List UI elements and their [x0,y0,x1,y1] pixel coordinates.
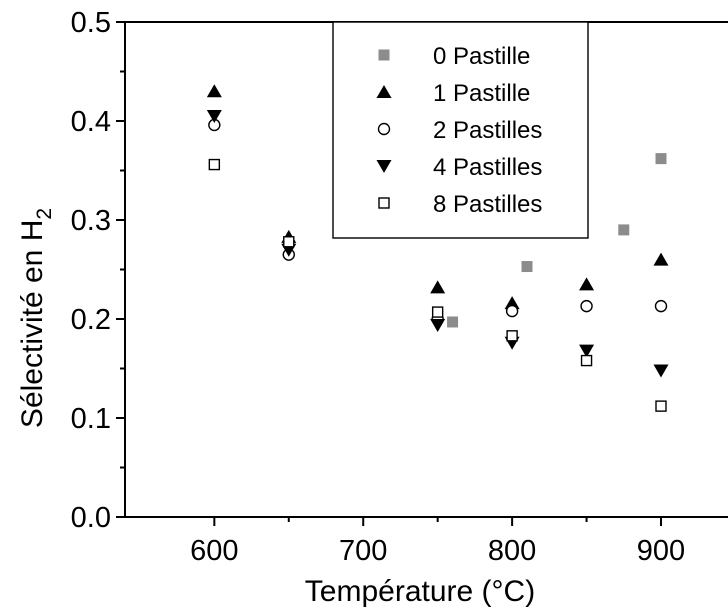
svg-text:Sélectivité en H2: Sélectivité en H2 [16,208,56,428]
data-point [579,277,595,291]
data-point [504,296,520,310]
data-point [283,236,295,248]
legend-item: 1 Pastille [376,80,530,107]
data-point [521,261,533,273]
data-point [655,153,667,165]
y-axis-title: Sélectivité en H2 [16,208,56,428]
data-point [206,110,222,124]
legend-item: 2 Pastilles [377,117,542,144]
data-point [579,344,595,358]
data-point [430,318,446,332]
data-point [206,84,222,98]
series-1 [447,153,667,328]
legend-marker [376,160,392,173]
y-tick-label: 0.4 [71,106,111,138]
y-tick-label: 0.3 [71,205,111,237]
legend-marker [378,49,390,61]
y-tick-label: 0.0 [71,502,111,534]
data-point [505,304,519,318]
data-point [654,299,668,313]
legend-marker [378,197,390,209]
data-point [655,400,667,412]
data-point [580,354,593,367]
legend-box [332,21,589,239]
legend-marker [376,85,392,98]
data-markers [206,84,669,412]
data-point [506,330,518,342]
legend-label: 2 Pastilles [433,117,542,144]
data-point [447,316,459,328]
y-tick-label: 0.1 [71,403,111,435]
legend-label: 1 Pastille [433,80,530,107]
legend-item: 4 Pastilles [376,154,542,181]
legend-label: 4 Pastilles [433,154,542,181]
data-point [431,306,444,318]
y-tick-label: 0.2 [71,304,111,336]
data-point [653,252,669,266]
legend-label: 0 Pastille [433,43,530,70]
y-axis-title-subscript: 2 [33,208,56,220]
series-3 [208,118,668,326]
x-tick-label: 600 [190,535,238,567]
data-point [653,364,669,378]
x-axis-title: Température (°C) [305,575,535,608]
legend-label: 8 Pastilles [433,191,542,218]
legend: 0 Pastille 1 Pastille 2 Pastilles 4 Pastill… [332,21,589,239]
legend-item: 8 Pastilles [378,191,542,218]
series-5 [208,158,667,412]
y-axis-title-main: Sélectivité en H [16,220,49,428]
x-axis: 600 700 800 900 [190,517,685,567]
data-point [208,158,221,171]
legend-marker [377,122,391,136]
data-point [580,299,593,313]
x-tick-label: 800 [488,535,536,567]
x-tick-label: 700 [339,535,387,567]
x-tick-label: 900 [637,535,685,567]
data-point [618,224,630,236]
y-axis: 0.0 0.1 0.2 0.3 0.4 0.5 [71,7,125,534]
legend-item: 0 Pastille [378,43,530,70]
data-point [430,280,446,294]
y-tick-label: 0.5 [71,7,111,39]
